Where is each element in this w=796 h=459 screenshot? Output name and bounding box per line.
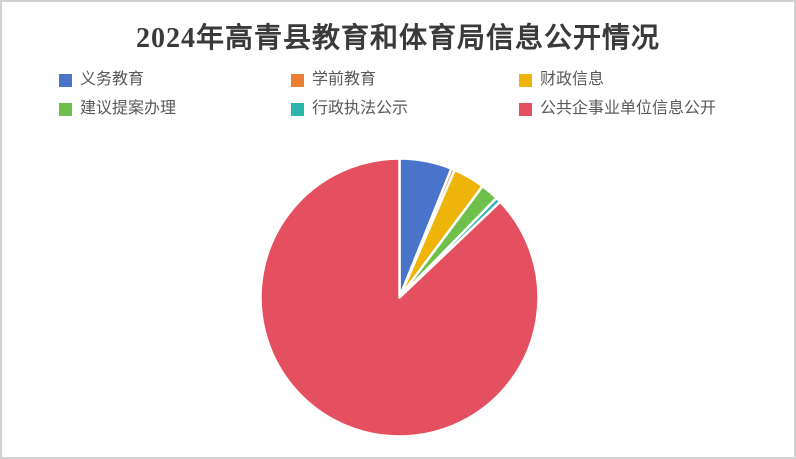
- legend-swatch-icon: [291, 73, 304, 87]
- legend-item-public-institution-disclosure[interactable]: 公共企事业单位信息公开: [519, 101, 759, 117]
- legend-item-label: 财政信息: [540, 71, 605, 88]
- legend-item-preschool-education[interactable]: 学前教育: [291, 72, 519, 88]
- legend-item-compulsory-education[interactable]: 义务教育: [59, 72, 291, 88]
- pie-slice-5[interactable]: [259, 157, 540, 438]
- legend-swatch-icon: [291, 102, 304, 116]
- legend-item-proposal-handling[interactable]: 建议提案办理: [59, 101, 291, 117]
- legend: 义务教育 学前教育 财政信息 建议提案办理 行政执法公示 公共企事业单位信息公开: [59, 72, 759, 117]
- legend-item-label: 行政执法公示: [312, 100, 409, 117]
- legend-item-law-enforcement-disclosure[interactable]: 行政执法公示: [291, 101, 519, 117]
- legend-swatch-icon: [519, 102, 532, 116]
- legend-swatch-icon: [519, 73, 532, 87]
- legend-item-fiscal-information[interactable]: 财政信息: [519, 72, 759, 88]
- legend-item-label: 公共企事业单位信息公开: [540, 100, 717, 117]
- chart-title: 2024年高青县教育和体育局信息公开情况: [135, 23, 660, 54]
- legend-swatch-icon: [59, 102, 72, 116]
- legend-item-label: 学前教育: [312, 71, 377, 88]
- legend-item-label: 义务教育: [80, 71, 145, 88]
- legend-item-label: 建议提案办理: [80, 100, 177, 117]
- legend-swatch-icon: [59, 73, 72, 87]
